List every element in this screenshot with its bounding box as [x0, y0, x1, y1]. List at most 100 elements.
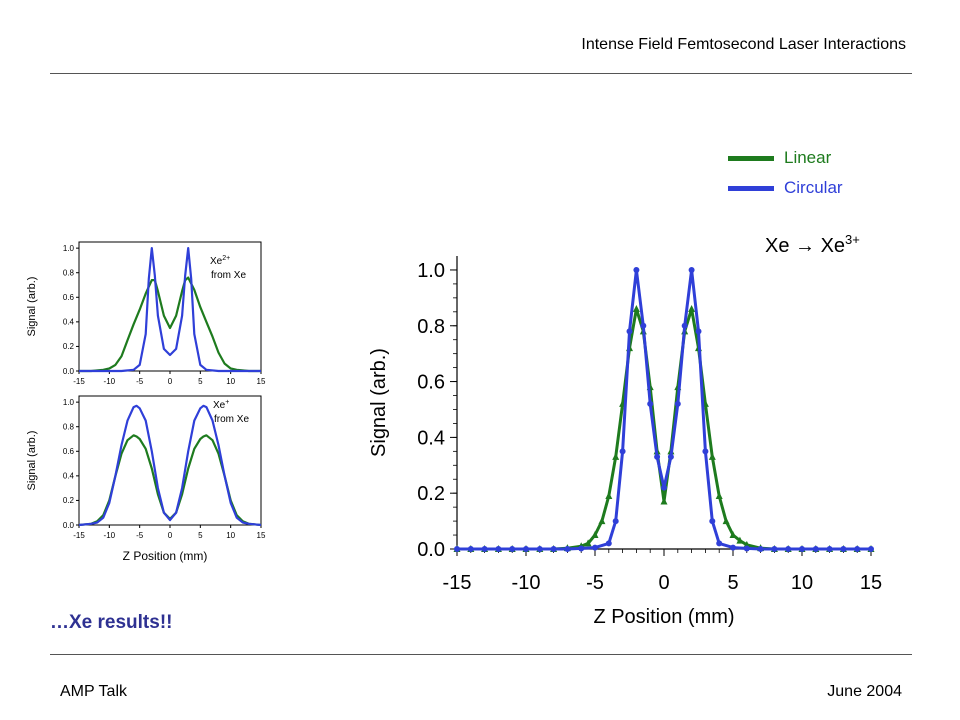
- main-point-circular: [605, 540, 612, 547]
- main-point-circular: [564, 546, 571, 552]
- legend: Linear Circular: [728, 143, 843, 203]
- legend-swatch-linear: [728, 155, 774, 161]
- main-point-circular: [481, 546, 488, 552]
- footer-left-text: AMP Talk: [60, 683, 127, 700]
- main-point-circular: [647, 400, 654, 407]
- main-xtick-label: 15: [860, 572, 882, 594]
- chart-main: 0.0 0.2 0.4 0.6 0.8 1.0 -15 -10 -5 0 5 10 15 Signal (…: [368, 232, 882, 628]
- main-point-circular: [854, 546, 861, 552]
- main-point-linear: [715, 491, 723, 499]
- main-point-circular: [743, 545, 750, 552]
- main-xtick-label: 5: [727, 572, 738, 594]
- main-point-circular: [619, 448, 626, 455]
- main-point-circular: [826, 546, 833, 552]
- main-point-circular: [757, 546, 764, 552]
- inset-top-ytick-label: 0.8: [63, 269, 75, 278]
- main-point-circular: [578, 545, 585, 552]
- inset-top-annotation: Xe2+: [210, 255, 230, 267]
- main-ytick-label: 0.0: [417, 539, 445, 561]
- main-point-linear: [729, 531, 737, 539]
- main-point-linear: [598, 517, 606, 525]
- inset-bottom-ytick-label: 0.0: [63, 521, 75, 530]
- inset-bottom-xtick-label: 10: [226, 531, 235, 540]
- main-ytick-label: 0.8: [417, 316, 445, 338]
- main-point-linear: [632, 305, 640, 313]
- main-point-linear: [736, 536, 744, 544]
- inset-bottom-ytick-label: 0.6: [63, 447, 75, 456]
- main-point-circular: [495, 546, 502, 552]
- inset-bottom-ylabel: Signal (arb.): [26, 431, 38, 491]
- main-point-circular: [688, 266, 695, 273]
- main-point-linear: [605, 491, 613, 499]
- main-point-circular: [536, 546, 543, 552]
- inset-top-xtick-label: -15: [73, 377, 85, 386]
- main-point-circular: [612, 518, 619, 525]
- main-point-circular: [709, 518, 716, 525]
- main-xlabel: Z Position (mm): [593, 606, 734, 628]
- inset-bottom-ytick-label: 0.8: [63, 423, 75, 432]
- inset-bottom-xlabel: Z Position (mm): [123, 549, 208, 563]
- main-point-circular: [771, 546, 778, 552]
- main-point-linear: [660, 497, 668, 505]
- main-point-circular: [681, 322, 688, 329]
- main-point-circular: [661, 484, 667, 491]
- main-series-linear-line: [457, 307, 871, 551]
- slide-header-title: Intense Field Femtosecond Laser Interact…: [581, 36, 906, 53]
- inset-top-ytick-label: 1.0: [63, 244, 75, 253]
- main-ytick-label: 0.4: [417, 427, 445, 449]
- main-point-circular: [716, 540, 723, 547]
- inset-top-xtick-label: 10: [226, 377, 235, 386]
- inset-bottom-xtick-label: 5: [198, 531, 203, 540]
- main-title: Xe → Xe3+: [765, 232, 860, 257]
- inset-bottom-ytick-label: 0.4: [63, 472, 75, 481]
- main-point-circular: [695, 328, 702, 335]
- main-point-linear: [722, 517, 730, 525]
- inset-top-ytick-label: 0.0: [63, 367, 75, 376]
- inset-top-xtick-label: -5: [136, 377, 144, 386]
- main-xtick-label: 0: [658, 572, 669, 594]
- main-point-linear: [708, 452, 716, 460]
- main-ylabel: Signal (arb.): [368, 348, 390, 457]
- main-xtick-label: 10: [791, 572, 813, 594]
- main-point-circular: [454, 546, 460, 552]
- main-point-circular: [523, 546, 529, 552]
- main-point-circular: [509, 546, 516, 552]
- main-point-circular: [868, 546, 874, 552]
- main-point-circular: [730, 544, 736, 551]
- main-point-circular: [785, 546, 792, 552]
- inset-top-ytick-label: 0.6: [63, 293, 75, 302]
- footer-divider: [50, 654, 912, 655]
- main-xtick-label: -5: [586, 572, 604, 594]
- main-point-circular: [592, 544, 598, 551]
- main-point-circular: [674, 400, 681, 407]
- inset-top-xtick-label: 0: [168, 377, 173, 386]
- main-point-circular: [626, 328, 633, 335]
- main-point-circular: [702, 448, 709, 455]
- main-point-circular: [467, 546, 474, 552]
- main-point-linear: [584, 539, 592, 547]
- main-point-circular: [667, 453, 674, 460]
- inset-top-ylabel: Signal (arb.): [26, 277, 38, 337]
- inset-bottom-annotation-line2: from Xe: [214, 414, 249, 425]
- main-point-circular: [633, 266, 640, 273]
- chart-inset-top: 0.0 0.2 0.4 0.6 0.8 1.0 -15 -10 -5 0 5 10 15 Signal (…: [26, 241, 266, 386]
- legend-label-circular: Circular: [784, 178, 843, 197]
- main-point-circular: [640, 322, 647, 329]
- inset-top-xtick-label: 15: [257, 377, 266, 386]
- inset-bottom-series-circular-line: [78, 404, 262, 527]
- footer-date: June 2004: [827, 683, 902, 700]
- inset-bottom-xtick-label: 15: [257, 531, 266, 540]
- main-ytick-label: 0.6: [417, 372, 445, 394]
- inset-bottom-xtick-label: -15: [73, 531, 85, 540]
- main-point-linear: [591, 531, 599, 539]
- main-ytick-label: 0.2: [417, 483, 445, 505]
- inset-bottom-ytick-label: 1.0: [63, 398, 75, 407]
- inset-top-ytick-label: 0.2: [63, 342, 75, 351]
- inset-bottom-xtick-label: -10: [104, 531, 116, 540]
- main-series-circular-line: [457, 268, 871, 551]
- inset-top-ytick-label: 0.4: [63, 318, 75, 327]
- main-point-circular: [654, 453, 661, 460]
- legend-item-linear: Linear: [728, 143, 843, 173]
- main-point-linear: [688, 305, 696, 313]
